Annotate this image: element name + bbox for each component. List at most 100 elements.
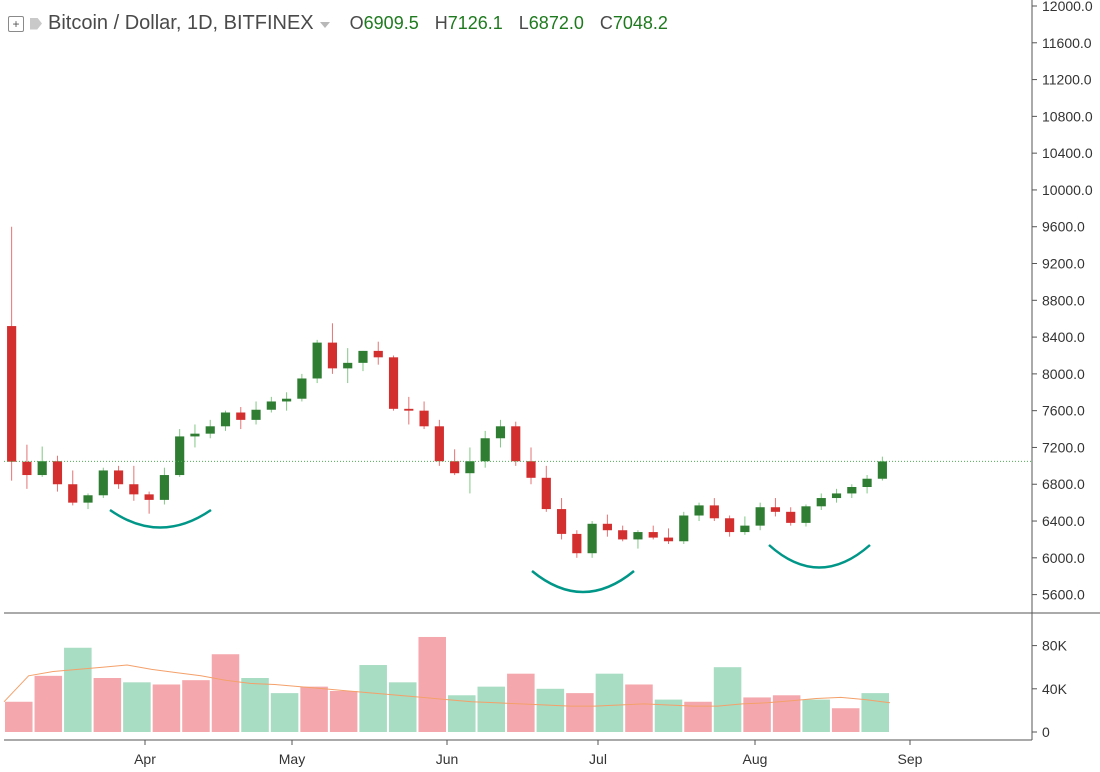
candle-body: [83, 495, 93, 503]
price-tick-label: 9600.0: [1042, 219, 1085, 235]
candles: [7, 226, 887, 558]
ohlc-low: L6872.0: [518, 13, 584, 33]
volume-bar: [536, 688, 565, 732]
volume-bar: [34, 675, 63, 732]
volume-bar: [713, 667, 742, 732]
candle-body: [419, 410, 429, 427]
price-tick-label: 6000.0: [1042, 550, 1085, 566]
candle-body: [266, 401, 276, 410]
candle-body: [236, 412, 246, 420]
time-tick-label: Jul: [589, 751, 607, 767]
price-tick-label: 6400.0: [1042, 513, 1085, 529]
candle-body: [343, 362, 353, 369]
symbol-dropdown-icon[interactable]: [319, 21, 330, 28]
axes: 12000.0 11600.0 11200.0 10800.0 10400.0 10000…: [4, 0, 1100, 767]
candle-body: [251, 409, 261, 420]
price-tick-label: 6800.0: [1042, 476, 1085, 492]
price-tick-label: 7200.0: [1042, 439, 1085, 455]
price-tick-label: 10400.0: [1042, 145, 1093, 161]
candle-body: [541, 477, 551, 510]
volume-bar: [64, 647, 92, 732]
candle-body: [831, 493, 842, 499]
candle-body: [220, 412, 231, 427]
volume-bar: [152, 684, 181, 732]
candle-body: [190, 433, 200, 437]
candle-body: [755, 507, 765, 526]
candle-body: [572, 533, 582, 554]
price-tick-label: 8000.0: [1042, 366, 1085, 382]
candle-body: [312, 342, 322, 379]
candle-body: [282, 398, 292, 402]
candle-body: [404, 408, 414, 411]
candle-body: [847, 487, 857, 494]
volume-bar: [831, 708, 860, 732]
candle-body: [450, 461, 460, 474]
volume-bar: [477, 686, 506, 732]
volume-bar: [182, 680, 210, 732]
price-tick-label: 5600.0: [1042, 587, 1085, 603]
volume-bars: [5, 636, 889, 732]
volume-bar: [359, 665, 387, 732]
candle-body: [68, 484, 78, 503]
candle-body: [633, 532, 643, 540]
price-tick-label: 12000.0: [1042, 0, 1093, 14]
volume-bar: [5, 701, 33, 732]
rounding-pattern-curves: [109, 508, 871, 594]
rounding-bottom-curve: [109, 508, 212, 529]
candle-body: [709, 505, 719, 519]
volume-bar: [93, 678, 122, 732]
candle-body: [388, 357, 399, 409]
candle-body: [801, 506, 811, 523]
candle-body: [725, 518, 735, 533]
volume-bar: [211, 654, 240, 732]
candle-body: [786, 511, 796, 523]
candle-body: [740, 525, 750, 533]
volume-tick-label: 80K: [1042, 638, 1068, 654]
candle-body: [52, 461, 63, 485]
candle-body: [663, 537, 674, 542]
candle-body: [480, 438, 490, 462]
volume-bar: [270, 693, 299, 732]
time-tick-label: Jun: [436, 751, 459, 767]
candle-body: [648, 532, 658, 538]
expand-icon[interactable]: +: [8, 15, 24, 32]
price-tick-label: 11200.0: [1042, 72, 1092, 88]
candle-body: [327, 342, 338, 369]
candle-body: [618, 530, 628, 540]
volume-bar: [388, 682, 417, 732]
candle-body: [816, 498, 826, 507]
time-tick-label: Apr: [134, 751, 156, 767]
candle-body: [862, 478, 872, 488]
candle-body: [694, 505, 704, 516]
candle-body: [159, 475, 169, 500]
candle-body: [373, 350, 383, 358]
candle-body: [358, 350, 368, 363]
candle-body: [602, 523, 612, 531]
price-tick-label: 11600.0: [1042, 35, 1092, 51]
volume-tick-label: 0: [1042, 724, 1050, 740]
candle-body: [7, 326, 17, 462]
volume-bar: [802, 699, 830, 732]
candle-body: [98, 470, 108, 496]
flag-icon[interactable]: [30, 17, 42, 30]
candle-body: [205, 426, 215, 434]
volume-bar: [684, 701, 712, 732]
volume-bar: [418, 636, 446, 732]
price-tick-label: 9200.0: [1042, 256, 1085, 272]
price-tick-label: 10000.0: [1042, 182, 1093, 198]
time-tick-label: May: [279, 751, 305, 767]
candle-body: [113, 470, 124, 485]
volume-bar: [300, 686, 328, 732]
candle-body: [587, 523, 597, 554]
rounding-bottom-curve: [531, 570, 635, 594]
volume-moving-average: [3, 664, 891, 707]
ohlc-close: C7048.2: [599, 13, 668, 33]
price-tick-label: 8400.0: [1042, 329, 1085, 345]
price-tick-label: 7600.0: [1042, 403, 1085, 419]
volume-bar: [861, 693, 889, 732]
symbol-title: Bitcoin / Dollar, 1D, BITFINEX: [48, 12, 314, 34]
time-tick-label: Aug: [743, 751, 768, 767]
rounding-bottom-curve: [768, 544, 871, 569]
ohlc-high: H7126.1: [434, 13, 503, 33]
